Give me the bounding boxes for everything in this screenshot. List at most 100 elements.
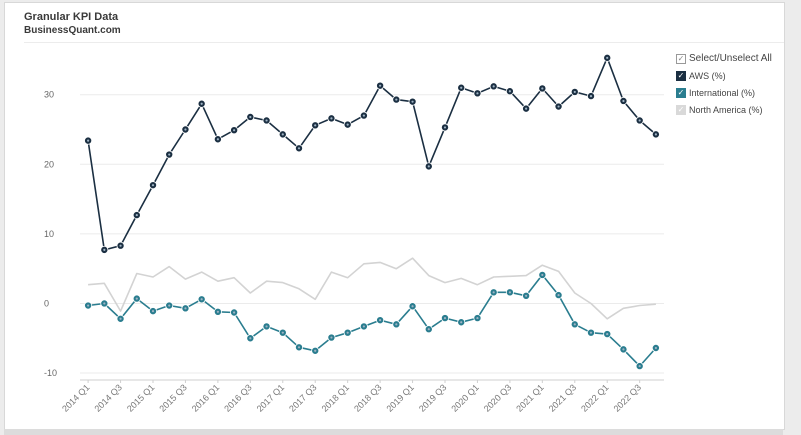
- data-point-center-aws: [135, 213, 138, 217]
- data-point-center-international: [395, 323, 398, 326]
- data-point-center-aws: [476, 92, 479, 95]
- data-point-center-international: [216, 310, 219, 313]
- data-point-center-international: [508, 291, 511, 294]
- data-point-center-international: [638, 364, 641, 368]
- x-tick-label: 2017 Q1: [255, 382, 286, 413]
- series-line-north: [88, 257, 656, 320]
- data-point-center-aws: [411, 100, 414, 103]
- data-point-center-international: [379, 319, 382, 322]
- series-line-aws: [87, 56, 657, 251]
- data-point-center-international: [151, 310, 155, 313]
- data-point-center-international: [622, 348, 625, 351]
- data-point-center-aws: [492, 85, 495, 88]
- data-point-center-aws: [525, 107, 528, 110]
- x-tick-label: 2021 Q1: [514, 382, 545, 413]
- chart-title: Granular KPI Data: [24, 11, 119, 23]
- legend-label-international: International (%): [689, 87, 756, 98]
- data-point-center-international: [297, 346, 301, 349]
- data-point-center-international: [168, 304, 171, 307]
- data-point-center-aws: [265, 119, 268, 122]
- data-point-center-aws: [233, 129, 236, 132]
- data-point-center-aws: [200, 102, 203, 105]
- data-point-center-aws: [297, 147, 301, 150]
- data-point-center-international: [541, 273, 544, 277]
- data-point-center-international: [265, 325, 268, 328]
- data-point-center-international: [427, 328, 430, 331]
- data-point-center-international: [411, 305, 414, 308]
- data-point-center-aws: [184, 128, 187, 131]
- data-point-center-aws: [87, 139, 90, 142]
- data-point-center-international: [87, 304, 90, 307]
- data-point-center-international: [492, 291, 495, 294]
- data-point-center-international: [476, 316, 479, 320]
- data-point-center-aws: [427, 165, 430, 168]
- x-tick-label: 2021 Q3: [547, 382, 578, 413]
- x-tick-label: 2014 Q1: [60, 382, 91, 413]
- data-point-center-international: [443, 316, 447, 320]
- data-point-center-aws: [443, 126, 447, 129]
- data-point-center-aws: [460, 86, 463, 89]
- legend-item-international[interactable]: ✓ International (%): [676, 84, 772, 101]
- data-point-center-international: [589, 331, 593, 334]
- data-point-center-aws: [395, 98, 398, 101]
- data-point-center-aws: [654, 133, 657, 136]
- data-point-center-aws: [330, 117, 333, 120]
- x-tick-label: 2022 Q3: [612, 382, 643, 413]
- select-all-label: Select/Unselect All: [689, 53, 772, 64]
- chart-subtitle: BusinessQuant.com: [24, 25, 121, 36]
- x-tick-label: 2017 Q3: [287, 382, 318, 413]
- x-tick-label: 2020 Q1: [449, 382, 480, 413]
- x-tick-label: 2019 Q3: [417, 382, 448, 413]
- data-point-center-aws: [168, 153, 171, 156]
- y-tick-label: 10: [44, 229, 54, 239]
- international-checkbox[interactable]: ✓: [676, 87, 686, 98]
- data-point-center-international: [362, 325, 365, 328]
- x-tick-label: 2016 Q3: [222, 382, 253, 413]
- data-point-center-international: [330, 336, 333, 339]
- y-tick-label: 20: [44, 159, 54, 169]
- data-point-center-international: [460, 321, 463, 324]
- data-point-center-aws: [557, 105, 560, 108]
- x-tick-label: 2022 Q1: [579, 382, 610, 413]
- x-tick-label: 2014 Q3: [92, 382, 123, 413]
- data-point-center-aws: [606, 56, 609, 59]
- legend-item-north-america[interactable]: ✓ North America (%): [676, 101, 772, 118]
- data-point-center-international: [103, 302, 106, 305]
- x-tick-label: 2020 Q3: [482, 382, 513, 413]
- legend-label-aws: AWS (%): [689, 70, 726, 81]
- data-point-center-aws: [151, 184, 155, 187]
- north-america-checkbox[interactable]: ✓: [676, 104, 686, 115]
- data-point-center-international: [573, 323, 576, 326]
- data-point-center-international: [654, 346, 657, 350]
- x-tick-label: 2015 Q1: [125, 382, 156, 413]
- legend-select-all[interactable]: ✓ Select/Unselect All: [676, 50, 772, 67]
- data-point-center-aws: [622, 99, 625, 103]
- x-tick-label: 2019 Q1: [384, 382, 415, 413]
- x-tick-label: 2015 Q3: [157, 382, 188, 413]
- y-tick-label: 30: [44, 90, 54, 100]
- header-divider: [24, 42, 784, 43]
- data-point-center-international: [233, 311, 236, 314]
- data-point-center-aws: [508, 90, 511, 93]
- data-point-center-international: [525, 294, 528, 297]
- data-point-center-aws: [589, 95, 593, 98]
- data-point-center-international: [346, 331, 349, 334]
- data-point-center-aws: [541, 87, 544, 90]
- x-tick-label: 2016 Q1: [190, 382, 221, 413]
- select-all-checkbox[interactable]: ✓: [676, 53, 686, 64]
- data-point-center-aws: [119, 244, 122, 247]
- data-point-center-aws: [216, 138, 219, 141]
- x-tick-label: 2018 Q1: [320, 382, 351, 413]
- data-point-center-aws: [314, 124, 317, 127]
- y-tick-label: -10: [44, 368, 57, 378]
- data-point-center-international: [249, 337, 252, 340]
- legend: ✓ Select/Unselect All ✓ AWS (%) ✓ Intern…: [676, 50, 772, 118]
- aws-checkbox[interactable]: ✓: [676, 70, 686, 81]
- data-point-center-international: [557, 294, 560, 297]
- data-point-center-international: [314, 349, 317, 352]
- data-point-center-aws: [249, 115, 252, 119]
- legend-item-aws[interactable]: ✓ AWS (%): [676, 67, 772, 84]
- data-point-center-aws: [346, 123, 349, 126]
- data-point-center-aws: [281, 133, 284, 136]
